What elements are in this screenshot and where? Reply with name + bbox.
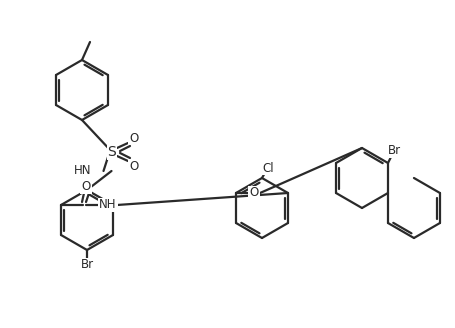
Text: O: O <box>249 187 258 199</box>
Text: Br: Br <box>387 145 399 157</box>
Text: NH: NH <box>99 198 116 212</box>
Text: O: O <box>81 180 91 194</box>
Text: O: O <box>129 159 138 173</box>
Text: HN: HN <box>74 165 91 177</box>
Text: Cl: Cl <box>262 161 273 174</box>
Text: Br: Br <box>80 258 93 272</box>
Text: O: O <box>129 132 138 145</box>
Text: S: S <box>107 145 116 159</box>
